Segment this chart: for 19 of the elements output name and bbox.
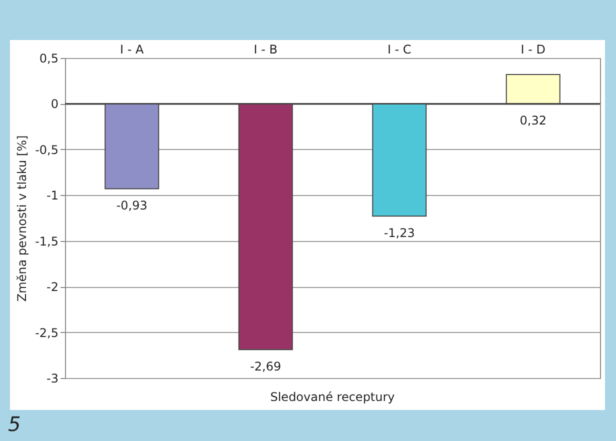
y-tick-label: 0,5 xyxy=(39,52,58,66)
data-label: 0,32 xyxy=(520,114,546,128)
data-label: -1,23 xyxy=(384,226,415,240)
x-tick-label: I - D xyxy=(520,42,546,56)
x-tick-label: I - A xyxy=(120,42,145,56)
x-tick-label: I - B xyxy=(254,42,278,56)
y-tick-label: 0 xyxy=(50,97,58,112)
data-label: -2,69 xyxy=(250,360,282,374)
y-tick-label: -3 xyxy=(46,372,58,386)
data-label: -0,93 xyxy=(116,198,148,213)
y-tick-label: -2,5 xyxy=(35,326,58,340)
y-tick-label: -1 xyxy=(46,188,58,203)
y-tick-label: -0,5 xyxy=(35,142,58,157)
y-axis-title: Změna pevnosti v tlaku [%] xyxy=(15,135,30,302)
y-tick-label: -2 xyxy=(46,280,58,294)
x-axis-title: Sledované receptury xyxy=(270,390,395,404)
x-tick-label: I - C xyxy=(387,42,412,56)
text: 5 xyxy=(8,412,21,436)
y-tick-label: -1,5 xyxy=(35,234,58,248)
